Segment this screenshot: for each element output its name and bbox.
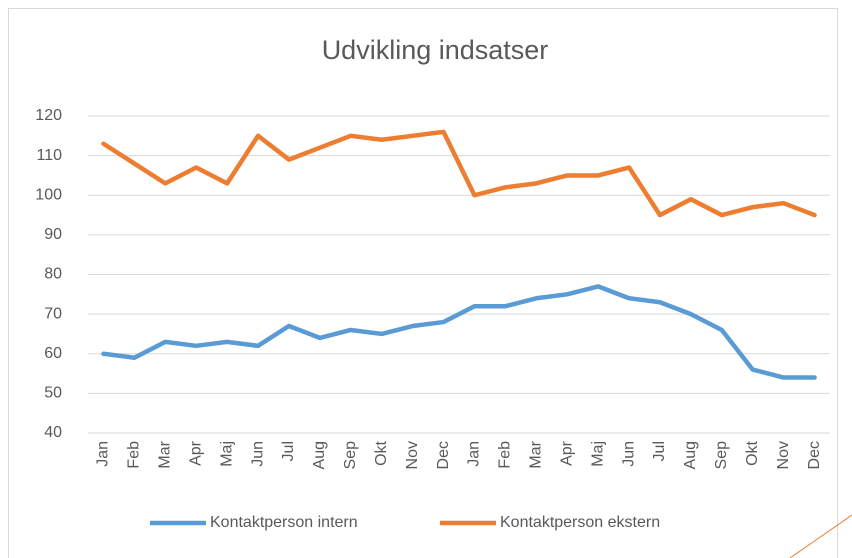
x-tick-label: Sep [713,441,730,470]
x-tick-label: Jan [466,441,483,467]
x-tick-label: Jan [95,441,112,467]
x-tick-label: Dec [435,441,452,469]
y-tick-label: 90 [44,226,62,243]
y-tick-label: 120 [35,107,62,124]
x-tick-label: Apr [558,440,575,466]
x-tick-label: Okt [373,440,390,465]
y-tick-label: 70 [44,305,62,322]
x-tick-label: Jul [280,441,297,461]
y-tick-label: 80 [44,266,62,283]
x-tick-label: Feb [497,441,514,469]
x-tick-label: Apr [187,440,204,466]
y-tick-label: 40 [44,424,62,441]
y-tick-label: 50 [44,385,62,402]
x-tick-label: Aug [311,441,328,469]
data-line [101,284,817,380]
x-tick-label: Maj [589,441,606,467]
x-tick-label: Dec [806,441,823,469]
data-line [101,129,817,218]
decoration-line [789,514,852,558]
legend-label: Kontaktperson intern [210,514,358,531]
y-tick-label: 100 [35,186,62,203]
y-tick-label: 110 [36,147,62,164]
x-tick-label: Jul [651,441,668,461]
y-tick-label: 60 [44,345,62,362]
legend-label: Kontaktperson ekstern [500,514,660,531]
x-tick-label: Nov [404,441,421,469]
x-tick-label: Sep [342,441,359,470]
x-tick-label: Aug [682,441,699,469]
chart-border [8,8,838,558]
x-tick-label: Okt [744,440,761,465]
x-tick-label: Feb [126,441,143,469]
x-tick-label: Mar [157,440,174,468]
x-tick-label: Mar [528,440,545,468]
x-tick-label: Jun [249,441,266,467]
x-tick-label: Jun [620,441,637,467]
x-tick-label: Maj [218,441,235,467]
chart-title: Udvikling indsatser [322,35,549,65]
x-tick-label: Nov [775,441,792,469]
